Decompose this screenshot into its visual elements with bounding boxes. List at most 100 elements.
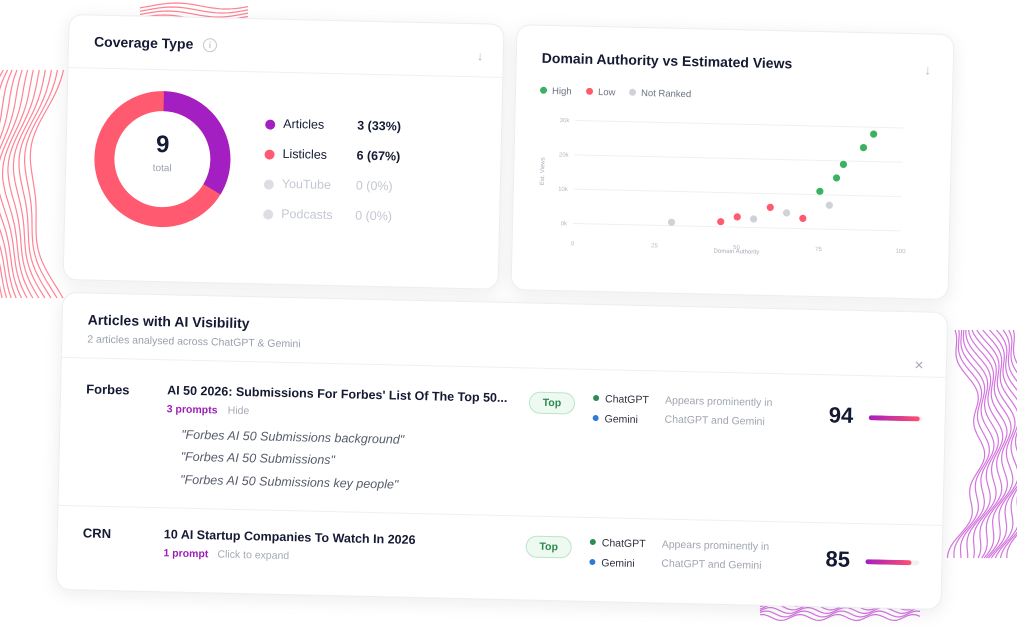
wave-line (994, 329, 1017, 559)
wave-line (139, 10, 249, 18)
gridline (575, 120, 904, 129)
articles-card: Articles with AI Visibility 2 articles a… (55, 291, 949, 610)
engine-chatgpt: ChatGPT (593, 393, 649, 406)
legend-item-not-ranked: Not Ranked (628, 87, 692, 101)
legend-item-youtube: YouTube 0 (0%) (263, 174, 424, 198)
engine-gemini: Gemini (592, 413, 638, 426)
close-icon[interactable]: ✕ (913, 358, 925, 373)
visibility-description: Appears prominently in ChatGPT and Gemin… (664, 394, 773, 428)
wave-line (1, 69, 34, 299)
x-tick-label: 100 (895, 249, 906, 255)
data-point (870, 130, 878, 138)
prompt-quote: "Forbes AI 50 Submissions background" (180, 427, 405, 447)
data-point (766, 203, 774, 211)
wave-line (971, 329, 1012, 559)
legend-item-high: High (539, 85, 572, 98)
status-badge: Top (525, 535, 572, 559)
wave-line (982, 329, 1017, 559)
coverage-donut-chart (94, 91, 231, 228)
donut-total-value: 9 (155, 130, 170, 159)
data-point (749, 215, 758, 223)
legend-label: Articles (283, 116, 325, 132)
expand-prompts-toggle[interactable]: Click to expand (217, 548, 290, 563)
scatter-chart: 0k 10k 20k 30k 0 25 50 75 100 Domain Authority Est… (540, 118, 906, 256)
engine-chatgpt: ChatGPT (589, 537, 646, 550)
data-point (733, 213, 741, 221)
wave-line (976, 329, 1016, 559)
legend-label: Podcasts (281, 206, 333, 223)
legend-item-listicles: Listicles 6 (67%) (264, 144, 424, 168)
wave-line (0, 69, 23, 299)
data-point (717, 218, 725, 226)
legend-item-podcasts: Podcasts 0 (0%) (263, 204, 423, 228)
arrow-down-icon[interactable]: ↓ (476, 48, 484, 64)
article-source: CRN (82, 525, 112, 542)
wave-line (965, 330, 1004, 559)
wave-line (959, 329, 995, 559)
dashboard-board: Coverage Type i ↓ 9 total Articles 3 (33… (55, 13, 959, 612)
chatgpt-dot-icon (589, 539, 596, 546)
y-tick-label: 0k (561, 221, 568, 227)
scatter-title: Domain Authority vs Estimated Views (541, 49, 793, 72)
legend-label: High (551, 85, 572, 98)
wave-line (946, 329, 986, 559)
wave-line (18, 69, 52, 299)
hide-prompts-toggle[interactable]: Hide (227, 404, 250, 418)
row-divider (61, 356, 946, 378)
x-tick-label: 50 (733, 245, 740, 251)
wave-line (139, 2, 249, 10)
legend-label: Not Ranked (640, 87, 692, 101)
legend-item-articles: Articles 3 (33%) (265, 114, 425, 138)
x-tick-label: 25 (651, 243, 658, 249)
score-bar (865, 559, 920, 566)
arrow-down-icon[interactable]: ↓ (924, 62, 932, 78)
y-axis-label: Est. Views (540, 157, 547, 185)
wave-line (139, 6, 249, 14)
donut-slice-articles (94, 91, 231, 228)
wave-line (953, 329, 991, 559)
legend-dot (585, 87, 594, 95)
visibility-score: 85 (825, 546, 851, 572)
info-icon[interactable]: i (202, 38, 218, 53)
data-point (825, 201, 833, 209)
wave-line (988, 329, 1017, 559)
wave-line (0, 69, 13, 299)
articles-subtitle: 2 articles analysed across ChatGPT & Gem… (87, 333, 301, 351)
legend-value: 0 (0%) (355, 178, 393, 194)
data-point (799, 214, 807, 222)
data-point (859, 144, 868, 152)
score-bar (868, 415, 923, 422)
legend-value: 0 (0%) (355, 208, 393, 224)
card-header-divider (68, 66, 503, 78)
engine-label: Gemini (604, 413, 639, 426)
wave-line (7, 69, 40, 299)
wave-line (12, 69, 46, 299)
gemini-dot-icon (589, 559, 596, 566)
domain-authority-card: Domain Authority vs Estimated Views ↓ Hi… (510, 24, 955, 301)
legend-label: YouTube (281, 176, 332, 192)
score-bar-fill (865, 559, 912, 566)
legend-dot (539, 86, 548, 94)
wave-line (759, 613, 921, 622)
prompt-quote: "Forbes AI 50 Submissions" (180, 449, 336, 468)
wave-line (759, 610, 921, 618)
y-tick-label: 20k (559, 152, 570, 158)
legend-dot (263, 209, 274, 220)
article-title-link[interactable]: AI 50 2026: Submissions For Forbes' List… (166, 383, 508, 406)
prompt-quote: "Forbes AI 50 Submissions key people" (179, 472, 399, 492)
article-title-link[interactable]: 10 AI Startup Companies To Watch In 2026 (163, 527, 416, 547)
wave-line (990, 329, 1017, 559)
articles-title: Articles with AI Visibility (87, 311, 250, 332)
legend-value: 6 (67%) (356, 148, 401, 164)
engine-gemini: Gemini (589, 557, 635, 570)
data-point (782, 209, 791, 217)
data-point (839, 160, 848, 168)
visibility-score: 94 (828, 402, 854, 428)
x-tick-label: 75 (815, 247, 822, 253)
wave-line (24, 69, 59, 299)
legend-label: Listicles (282, 146, 328, 162)
legend-dot (264, 149, 275, 160)
donut-total-label: total (152, 162, 172, 175)
wave-line (967, 329, 1008, 559)
x-tick-label: 0 (571, 241, 575, 247)
